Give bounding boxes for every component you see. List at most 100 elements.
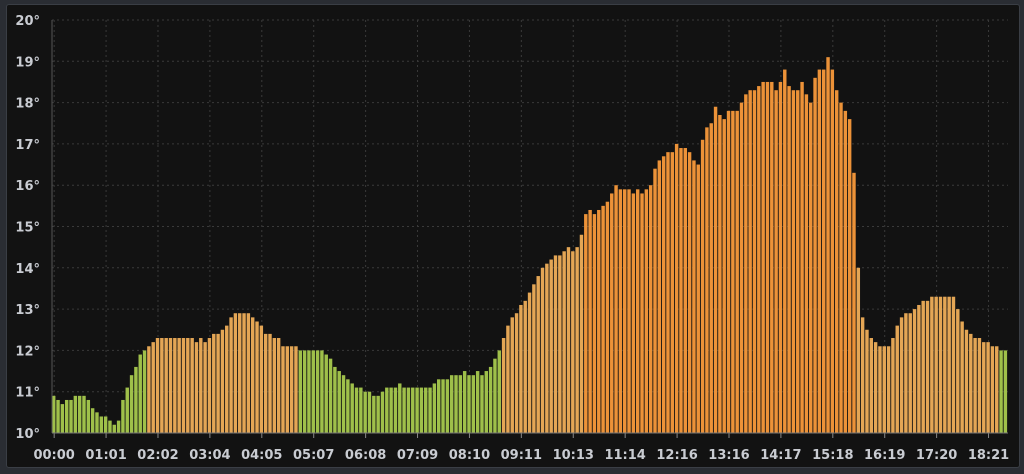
bar (60, 404, 65, 433)
bar (341, 375, 346, 433)
bar (112, 424, 116, 433)
bar (804, 94, 809, 433)
bar (553, 255, 558, 433)
bar (899, 317, 904, 433)
bar (683, 148, 687, 433)
bar (895, 325, 899, 433)
bar (298, 350, 302, 433)
bar (302, 350, 307, 433)
bar (255, 321, 259, 433)
bar (324, 354, 328, 433)
bar (566, 247, 571, 433)
bar (328, 358, 333, 433)
bar (865, 329, 869, 433)
bar (471, 375, 476, 433)
x-tick-label: 17:20 (916, 448, 957, 463)
bar (354, 387, 359, 433)
bar (181, 338, 186, 433)
bar (99, 416, 104, 433)
bar (285, 346, 290, 433)
bar (969, 333, 973, 433)
bar (458, 375, 463, 433)
bar (129, 375, 134, 433)
bar (739, 102, 744, 433)
bar (869, 338, 873, 433)
bar (350, 383, 354, 433)
bar (501, 338, 506, 433)
bar (770, 81, 774, 433)
bar (610, 193, 614, 433)
bar (908, 313, 912, 433)
bar (687, 152, 692, 433)
bar (315, 350, 320, 433)
bar (943, 296, 947, 433)
bar (731, 110, 735, 434)
bar (809, 102, 813, 433)
bar (1003, 350, 1008, 433)
bar (964, 329, 969, 433)
bar (904, 313, 908, 433)
x-tick-label: 08:10 (449, 448, 490, 463)
bar (177, 338, 181, 433)
bar (311, 350, 315, 433)
bar (917, 304, 921, 433)
bar (692, 160, 696, 434)
bar (752, 90, 757, 434)
bar (475, 371, 480, 433)
bar (999, 350, 1003, 433)
bar (778, 81, 783, 433)
bar (212, 333, 216, 433)
bar (873, 342, 878, 433)
bar (95, 412, 99, 433)
bar (726, 110, 731, 434)
bar (250, 317, 255, 433)
y-tick-label: 16° (15, 179, 40, 194)
bar (103, 416, 108, 433)
x-tick-label: 16:19 (864, 448, 905, 463)
bar (289, 346, 294, 433)
bar (562, 251, 566, 433)
bar (635, 189, 640, 433)
bar (575, 247, 579, 433)
bar (125, 387, 129, 433)
bar (878, 346, 882, 433)
bar (411, 387, 415, 433)
bar (389, 387, 393, 433)
bar (618, 189, 623, 433)
bar (168, 338, 173, 433)
bar (259, 325, 264, 433)
bar (800, 81, 804, 433)
bar (151, 342, 155, 433)
bar (718, 114, 722, 434)
bar (82, 395, 86, 433)
bar (268, 333, 272, 433)
bar (839, 102, 843, 433)
bar (77, 395, 82, 433)
bar (588, 209, 592, 433)
bar (744, 94, 748, 433)
bar (627, 189, 631, 433)
bar (640, 193, 644, 433)
bar (428, 387, 432, 433)
x-tick-label: 05:07 (293, 448, 334, 463)
bar (817, 69, 822, 433)
bar (160, 338, 164, 433)
bar (925, 300, 930, 433)
bar (826, 57, 830, 434)
bar (748, 90, 752, 434)
bar (973, 338, 977, 433)
bar (263, 333, 268, 433)
bar (995, 346, 999, 433)
x-tick-label: 09:11 (501, 448, 542, 463)
bar (579, 234, 584, 433)
bar (657, 160, 662, 434)
bar (246, 313, 251, 433)
bar (216, 333, 220, 433)
bar (467, 375, 471, 433)
bar (506, 325, 510, 433)
x-tick-label: 01:01 (85, 448, 126, 463)
bar (402, 387, 406, 433)
bar (484, 371, 489, 433)
bar (532, 284, 536, 433)
